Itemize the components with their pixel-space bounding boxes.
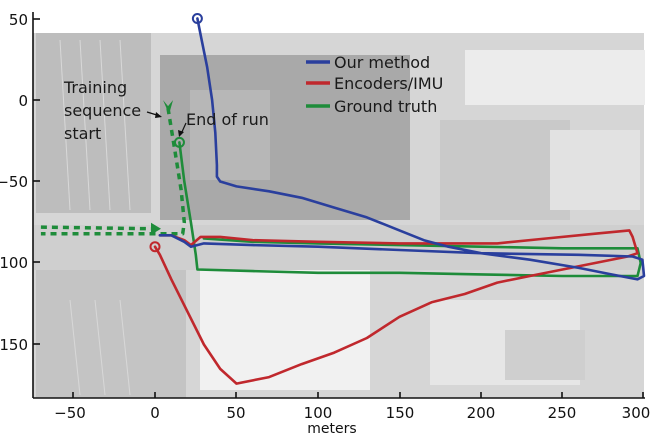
x-tick-label: 250 bbox=[548, 404, 577, 422]
y-tick-label: 50 bbox=[9, 11, 28, 29]
x-tick-label: 150 bbox=[386, 404, 415, 422]
annotation-line: start bbox=[64, 124, 101, 143]
arrowhead-icon bbox=[151, 222, 161, 235]
y-tick-label: −150 bbox=[0, 336, 28, 354]
axes bbox=[32, 12, 645, 399]
series-encoders-imu bbox=[153, 229, 639, 385]
x-tick-label: 100 bbox=[304, 404, 333, 422]
series-our-method bbox=[158, 17, 646, 281]
x-tick-label: 200 bbox=[467, 404, 496, 422]
annotation-line: sequence bbox=[64, 101, 141, 120]
arrowhead-icon bbox=[155, 112, 162, 118]
x-tick-label: 0 bbox=[150, 404, 160, 422]
y-tick-labels: 50 0 −50 −100 −150 bbox=[0, 11, 28, 354]
legend-label-ground-truth: Ground truth bbox=[334, 97, 437, 116]
y-tick-label: −50 bbox=[0, 173, 28, 191]
series-layer bbox=[40, 13, 646, 385]
annotation-text: End of run bbox=[186, 110, 269, 129]
start-marker-icon bbox=[163, 100, 174, 115]
series-training-dashed bbox=[40, 107, 187, 236]
x-tick-label: 300 bbox=[622, 404, 651, 422]
start-circle-icon bbox=[191, 13, 203, 24]
annotation-end-of-run: End of run bbox=[178, 110, 269, 137]
annotation-line: Training bbox=[63, 78, 127, 97]
annotation-training-start: Training sequence start bbox=[63, 78, 162, 143]
start-circle-icon bbox=[149, 241, 161, 253]
x-tick-label: −50 bbox=[54, 404, 86, 422]
series-training-dashed bbox=[40, 225, 156, 231]
series-ground-truth bbox=[178, 141, 642, 278]
x-tick-labels: −50 0 50 100 150 200 250 300 bbox=[54, 404, 650, 422]
legend-label-our-method: Our method bbox=[334, 53, 430, 72]
map-background bbox=[33, 33, 645, 398]
legend: Our method Encoders/IMU Ground truth bbox=[306, 53, 443, 116]
legend-label-encoders-imu: Encoders/IMU bbox=[334, 74, 443, 93]
arrowhead-icon bbox=[178, 130, 184, 137]
y-tick-label: 0 bbox=[18, 92, 28, 110]
start-circle-icon bbox=[173, 136, 185, 148]
x-tick-label: 50 bbox=[226, 404, 245, 422]
y-tick-label: −100 bbox=[0, 254, 28, 272]
x-axis-title: meters bbox=[307, 421, 356, 437]
